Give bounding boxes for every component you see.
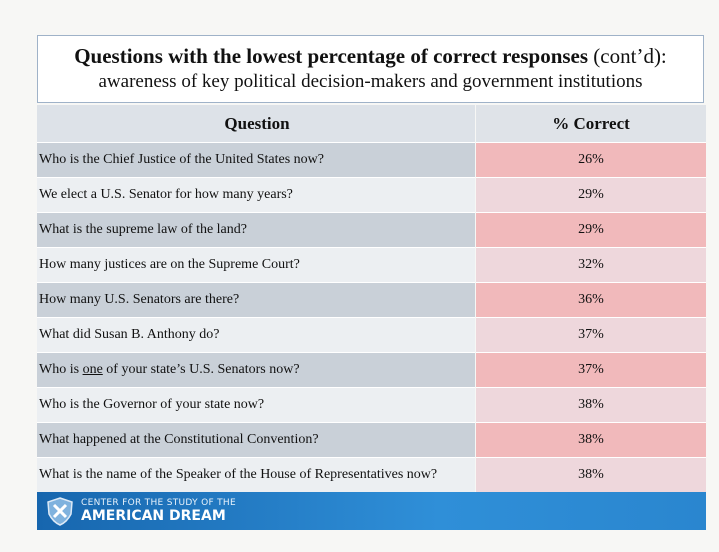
column-header: Question	[37, 105, 475, 143]
title-box: Questions with the lowest percentage of …	[37, 35, 704, 103]
question-cell: How many justices are on the Supreme Cou…	[37, 248, 475, 283]
question-text: Who is the Governor of your state now?	[39, 396, 265, 412]
question-text: of your state’s U.S. Senators now?	[106, 361, 300, 377]
question-cell: Who is the Governor of your state now?	[37, 388, 475, 423]
table: Question% Correct Who is the Chief Justic…	[37, 105, 706, 493]
subtitle: awareness of key political decision-make…	[98, 71, 643, 92]
percent-cell: 37%	[476, 353, 706, 388]
question-cell: We elect a U.S. Senator for how many yea…	[37, 178, 475, 213]
title-suffix: (cont’d):	[593, 44, 667, 68]
question-text: What did Susan B. Anthony do?	[39, 326, 220, 342]
logo	[47, 497, 73, 526]
org-line2: AMERICAN DREAM	[81, 508, 226, 524]
percent-cell: 38%	[476, 458, 706, 493]
title-line: Questions with the lowest percentage of …	[38, 44, 703, 69]
question-text: What happened at the Constitutional Conv…	[39, 431, 319, 447]
footer: CENTER FOR THE STUDY OF THE AMERICAN DRE…	[37, 492, 706, 530]
question-cell: What is the name of the Speaker of the H…	[37, 458, 475, 493]
question-cell: Who is one of your state’s U.S. Senators…	[37, 353, 475, 388]
question-text: one	[82, 361, 103, 377]
question-text: What is the supreme law of the land?	[39, 221, 247, 237]
percent-cell: 29%	[476, 178, 706, 213]
percent-cell: 36%	[476, 283, 706, 318]
question-text: We elect a U.S. Senator for how many yea…	[39, 186, 293, 202]
question-cell: What happened at the Constitutional Conv…	[37, 423, 475, 458]
question-text: What is the name of the Speaker of the H…	[39, 466, 438, 482]
question-text: Who is the Chief Justice of the United S…	[39, 151, 324, 167]
question-text: Who is	[39, 361, 80, 377]
question-cell: What is the supreme law of the land?	[37, 213, 475, 248]
title: Questions with the lowest percentage of …	[74, 44, 589, 68]
percent-cell: 38%	[476, 423, 706, 458]
org-line1: CENTER FOR THE STUDY OF THE	[81, 498, 236, 508]
question-cell: How many U.S. Senators are there?	[37, 283, 475, 318]
question-text: How many U.S. Senators are there?	[39, 291, 240, 307]
column-header: % Correct	[476, 105, 706, 143]
percent-cell: 37%	[476, 318, 706, 353]
question-cell: What did Susan B. Anthony do?	[37, 318, 475, 353]
percent-cell: 38%	[476, 388, 706, 423]
percent-cell: 32%	[476, 248, 706, 283]
percent-cell: 26%	[476, 143, 706, 178]
percent-cell: 29%	[476, 213, 706, 248]
question-cell: Who is the Chief Justice of the United S…	[37, 143, 475, 178]
question-text: How many justices are on the Supreme Cou…	[39, 256, 300, 272]
